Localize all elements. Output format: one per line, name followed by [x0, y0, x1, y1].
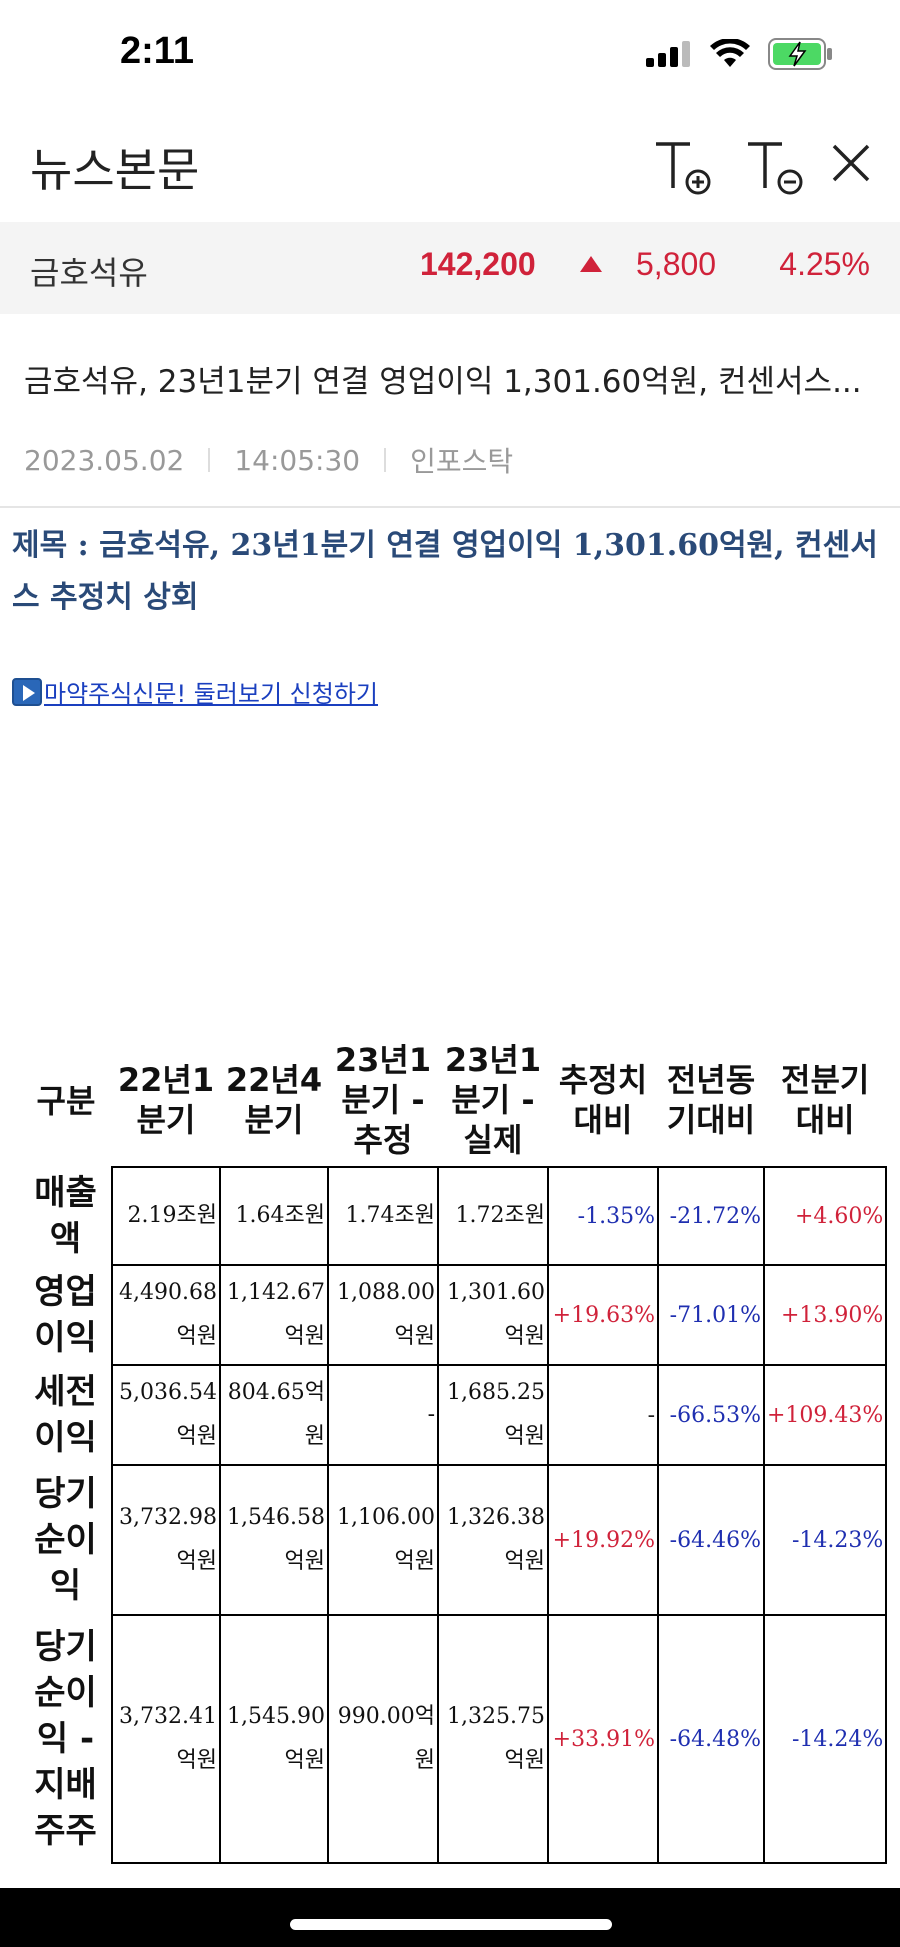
table-row: 영업이익 4,490.68억원 1,142.67억원 1,088.00억원 1,… [20, 1264, 888, 1366]
row-label: 영업이익 [34, 1272, 97, 1358]
table-cell: 1,106.00억원 [327, 1464, 439, 1616]
stock-price: 142,200 [420, 246, 536, 282]
column-header: 전분기 대비 [781, 1061, 870, 1139]
divider [0, 506, 900, 508]
table-cell: 4,490.68억원 [111, 1264, 221, 1366]
percent-cell: -64.48% [657, 1614, 765, 1864]
column-header: 23년1 분기 - 실제 [444, 1041, 542, 1159]
status-time: 2:11 [120, 30, 194, 72]
close-button[interactable] [826, 138, 876, 198]
font-decrease-button[interactable] [744, 138, 808, 198]
percent-cell: +33.91% [547, 1614, 659, 1864]
earnings-table: 구분 22년1 분기 22년4 분기 23년1 분기 - 추정 23년1 분기 … [20, 1040, 888, 1864]
stock-name: 금호석유 [30, 254, 148, 292]
percent-cell: +19.92% [547, 1464, 659, 1616]
column-header: 23년1 분기 - 추정 [334, 1041, 432, 1159]
wifi-icon [710, 39, 750, 67]
table-cell: 1,545.90억원 [219, 1614, 329, 1864]
percent-cell: - [547, 1364, 659, 1466]
column-header: 구분 [36, 1081, 96, 1120]
column-header: 추정치 대비 [558, 1061, 648, 1139]
promo-link-text: 마약주식신문! 둘러보기 신청하기 [44, 680, 378, 708]
percent-cell: -71.01% [657, 1264, 765, 1366]
table-cell: 1.64조원 [219, 1166, 329, 1266]
stock-change: 5,800 [636, 246, 717, 282]
status-icons [646, 38, 834, 70]
promo-link[interactable]: 마약주식신문! 둘러보기 신청하기 [12, 674, 378, 709]
row-label: 세전이익 [34, 1372, 97, 1458]
meta-separator [384, 448, 387, 472]
news-headline: 금호석유, 23년1분기 연결 영업이익 1,301.60억원, 컨센서스... [24, 364, 862, 400]
table-row: 당기순이익 - 지배주주 3,732.41억원 1,545.90억원 990.0… [20, 1614, 888, 1864]
play-icon [12, 677, 42, 706]
column-header: 22년1 분기 [117, 1061, 215, 1139]
table-cell: 2.19조원 [111, 1166, 221, 1266]
table-header-row: 구분 22년1 분기 22년4 분기 23년1 분기 - 추정 23년1 분기 … [20, 1040, 886, 1167]
up-arrow-icon [580, 256, 602, 272]
table-cell: 1,685.25억원 [437, 1364, 549, 1466]
news-time: 14:05:30 [234, 443, 361, 477]
percent-cell: +4.60% [762, 1166, 888, 1266]
article-title: 제목 : 금호석유, 23년1분기 연결 영업이익 1,301.60억원, 컨센… [12, 528, 878, 615]
stock-quote-bar[interactable]: 금호석유 142,200 5,800 4.25% [0, 222, 900, 314]
text-size-decrease-icon [748, 142, 803, 195]
table-cell: 3,732.41억원 [111, 1614, 221, 1864]
table-cell: 1.74조원 [327, 1166, 439, 1266]
percent-cell: +109.43% [762, 1364, 888, 1466]
news-source: 인포스탁 [410, 445, 514, 478]
row-label: 당기순이익 - 지배주주 [34, 1627, 97, 1851]
row-label: 당기순이익 [34, 1474, 97, 1606]
table-cell: 1.72조원 [437, 1166, 549, 1266]
table-cell: 1,301.60억원 [437, 1264, 549, 1366]
earnings-table-container: 구분 22년1 분기 22년4 분기 23년1 분기 - 추정 23년1 분기 … [20, 1040, 888, 1864]
percent-cell: -64.46% [657, 1464, 765, 1616]
percent-cell: -14.23% [762, 1464, 888, 1616]
row-label: 매출액 [34, 1173, 97, 1259]
table-cell: 804.65억원 [219, 1364, 329, 1466]
percent-cell: +13.90% [762, 1264, 888, 1366]
table-cell: 990.00억원 [327, 1614, 439, 1864]
table-cell: 1,546.58억원 [219, 1464, 329, 1616]
status-bar: 2:11 [0, 0, 900, 110]
cellular-signal-icon [646, 41, 690, 67]
meta-separator [208, 448, 211, 472]
home-indicator-bar [0, 1888, 900, 1947]
table-row: 당기순이익 3,732.98억원 1,546.58억원 1,106.00억원 1… [20, 1464, 888, 1616]
table-cell: 1,326.38억원 [437, 1464, 549, 1616]
table-row: 매출액 2.19조원 1.64조원 1.74조원 1.72조원 -1.35% -… [20, 1166, 888, 1266]
text-size-increase-icon [656, 142, 711, 195]
stock-change-rate: 4.25% [779, 246, 870, 282]
column-header: 전년동 기대비 [666, 1061, 756, 1139]
table-cell: 5,036.54억원 [111, 1364, 221, 1466]
percent-cell: -1.35% [547, 1166, 659, 1266]
battery-charging-icon [768, 38, 832, 70]
close-icon [832, 144, 870, 182]
percent-cell: -66.53% [657, 1364, 765, 1466]
font-increase-button[interactable] [652, 138, 716, 198]
table-cell: - [327, 1364, 439, 1466]
percent-cell: -21.72% [657, 1166, 765, 1266]
table-cell: 1,142.67억원 [219, 1264, 329, 1366]
nav-bar: 뉴스본문 [0, 110, 900, 222]
percent-cell: +19.63% [547, 1264, 659, 1366]
column-header: 22년4 분기 [225, 1061, 323, 1139]
percent-cell: -14.24% [762, 1614, 888, 1864]
table-cell: 1,325.75억원 [437, 1614, 549, 1864]
table-row: 세전이익 5,036.54억원 804.65억원 - 1,685.25억원 - … [20, 1364, 888, 1466]
page-title: 뉴스본문 [30, 143, 200, 197]
home-indicator[interactable] [290, 1919, 612, 1930]
news-meta: 2023.05.02 14:05:30 인포스탁 [24, 440, 513, 480]
table-cell: 1,088.00억원 [327, 1264, 439, 1366]
news-date: 2023.05.02 [24, 443, 185, 477]
table-cell: 3,732.98억원 [111, 1464, 221, 1616]
